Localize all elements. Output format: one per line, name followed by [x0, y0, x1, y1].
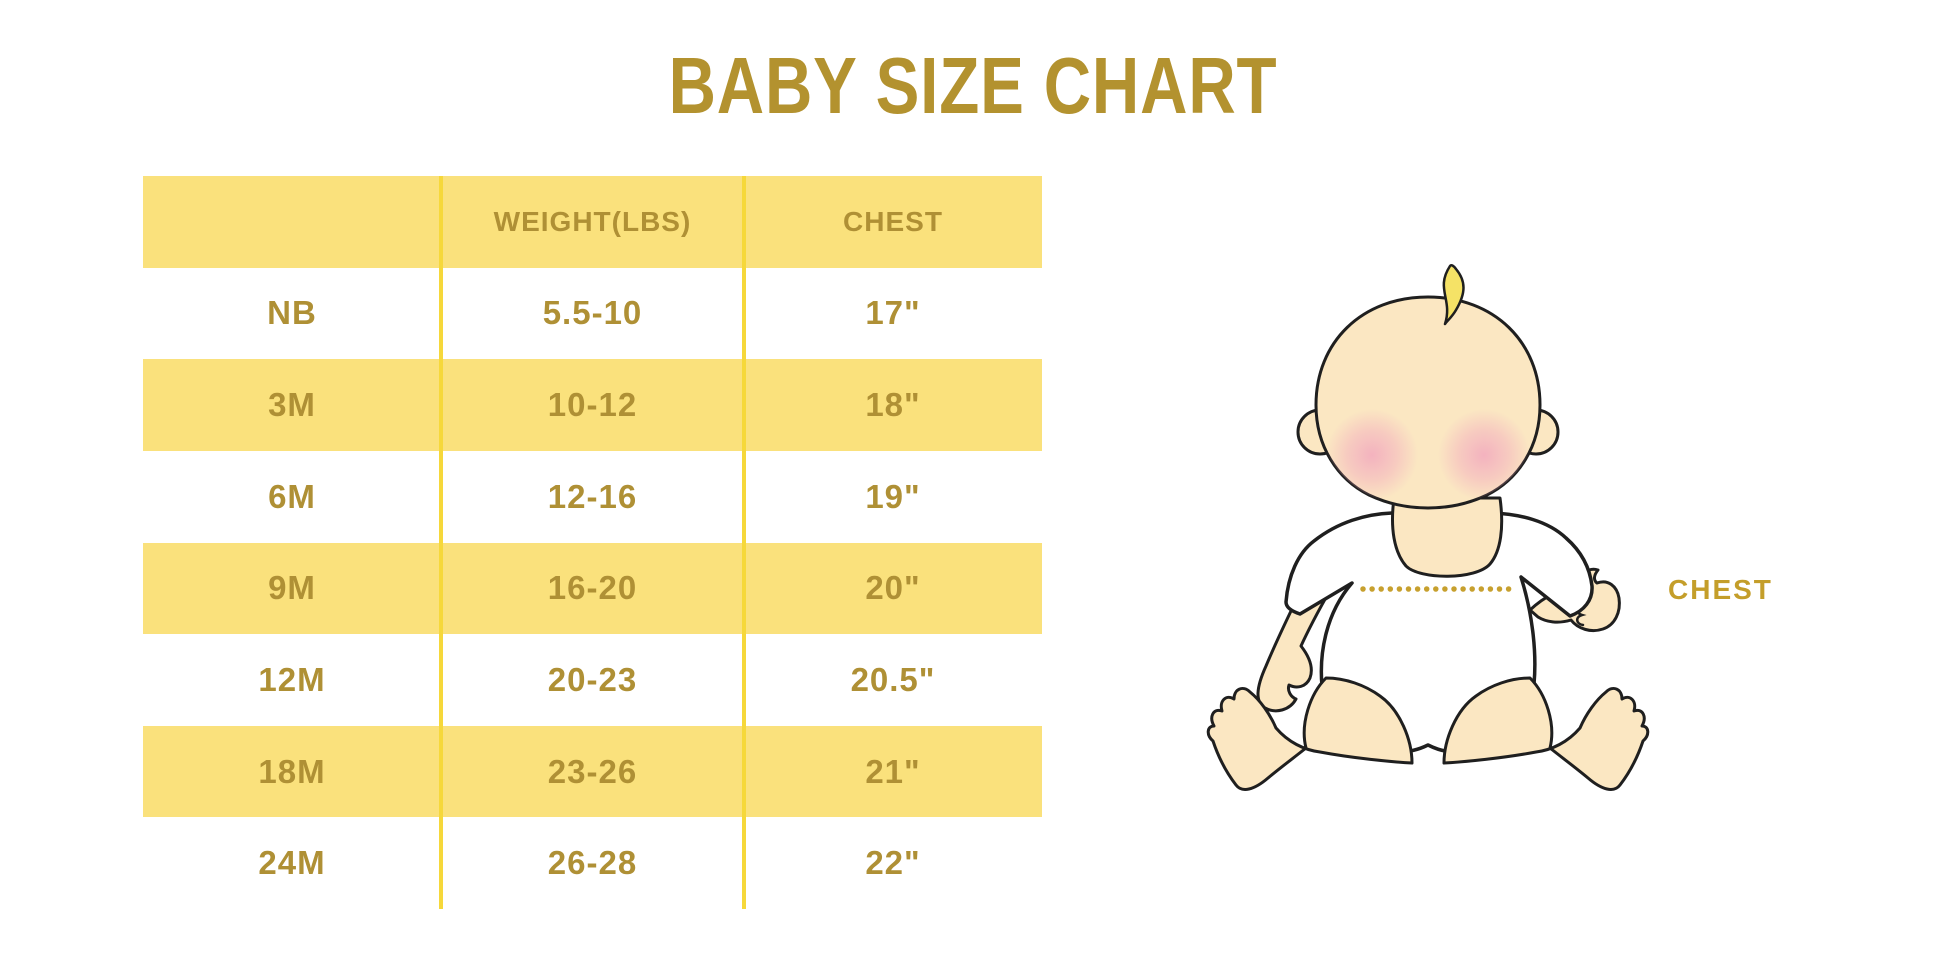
table-header-row: WEIGHT(LBS) CHEST	[143, 176, 1042, 268]
page-title: BABY SIZE CHART	[668, 41, 1278, 130]
header-size-cell	[143, 176, 441, 268]
baby-illustration	[1206, 263, 1650, 791]
table-row: NB 5.5-10 17"	[143, 268, 1042, 360]
size-table: WEIGHT(LBS) CHEST NB 5.5-10 17" 3M 10-12…	[143, 176, 1042, 909]
chest-cell: 19"	[865, 477, 921, 515]
table-row: 24M 26-28 22"	[143, 817, 1042, 909]
table-row: 18M 23-26 21"	[143, 725, 1042, 818]
weight-cell: 16-20	[547, 569, 638, 607]
baby-hair-curl	[1442, 263, 1465, 326]
weight-cell: 20-23	[547, 660, 638, 698]
weight-cell: 5.5-10	[542, 294, 643, 332]
weight-cell: 12-16	[547, 477, 638, 515]
size-table-rows: WEIGHT(LBS) CHEST NB 5.5-10 17" 3M 10-12…	[143, 176, 1042, 909]
size-cell: 24M	[258, 844, 326, 882]
chest-measurement-label: CHEST	[1668, 574, 1773, 605]
size-cell: 12M	[258, 660, 326, 698]
size-cell: 3M	[268, 386, 316, 424]
weight-cell: 26-28	[547, 844, 638, 882]
chest-cell: 20"	[865, 569, 921, 607]
column-divider	[742, 176, 746, 909]
size-cell: NB	[267, 294, 317, 332]
table-row: 3M 10-12 18"	[143, 359, 1042, 451]
column-divider	[439, 176, 443, 909]
chest-cell: 20.5"	[850, 660, 936, 698]
size-cell: 6M	[268, 477, 316, 515]
chest-cell: 18"	[865, 386, 921, 424]
size-cell: 9M	[268, 569, 316, 607]
table-row: 12M 20-23 20.5"	[143, 634, 1042, 726]
table-row: 9M 16-20 20"	[143, 542, 1042, 635]
chest-cell: 17"	[865, 294, 921, 332]
size-cell: 18M	[258, 752, 326, 790]
table-row: 6M 12-16 19"	[143, 451, 1042, 543]
chest-cell: 21"	[865, 752, 921, 790]
weight-cell: 10-12	[547, 386, 638, 424]
chest-cell: 22"	[865, 844, 921, 882]
header-weight-cell: WEIGHT(LBS)	[493, 205, 692, 237]
baby-neck	[1391, 496, 1504, 578]
weight-cell: 23-26	[547, 752, 638, 790]
header-chest-cell: CHEST	[843, 205, 943, 237]
